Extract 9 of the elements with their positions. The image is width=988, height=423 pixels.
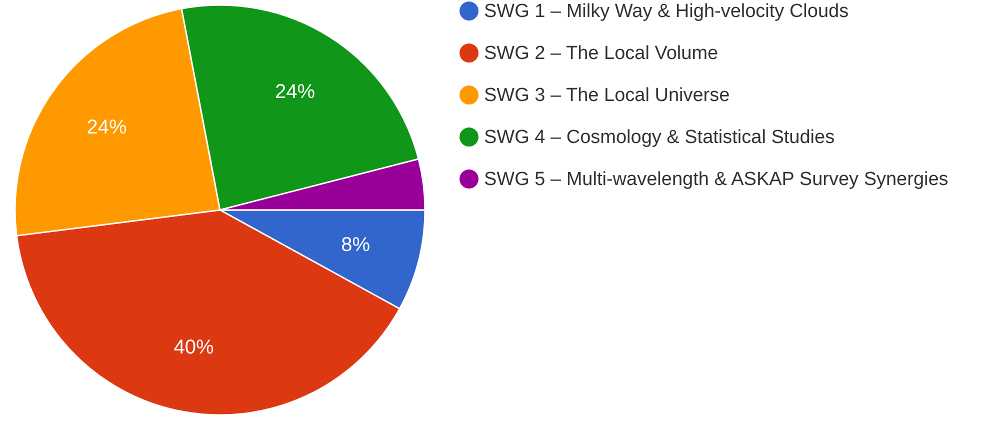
data-label: 8%	[341, 234, 370, 256]
data-label: 24%	[275, 80, 316, 103]
legend-label: SWG 1 – Milky Way & High-velocity Clouds	[484, 1, 849, 22]
legend-label: SWG 3 – The Local Universe	[484, 85, 730, 106]
data-label: 40%	[174, 336, 214, 359]
legend-label: SWG 2 – The Local Volume	[484, 43, 718, 64]
legend-label: SWG 5 – Multi-wavelength & ASKAP Survey Synergies	[484, 169, 948, 190]
data-label: 24%	[86, 116, 127, 139]
legend-label: SWG 4 – Cosmology & Statistical Studies	[484, 127, 835, 148]
